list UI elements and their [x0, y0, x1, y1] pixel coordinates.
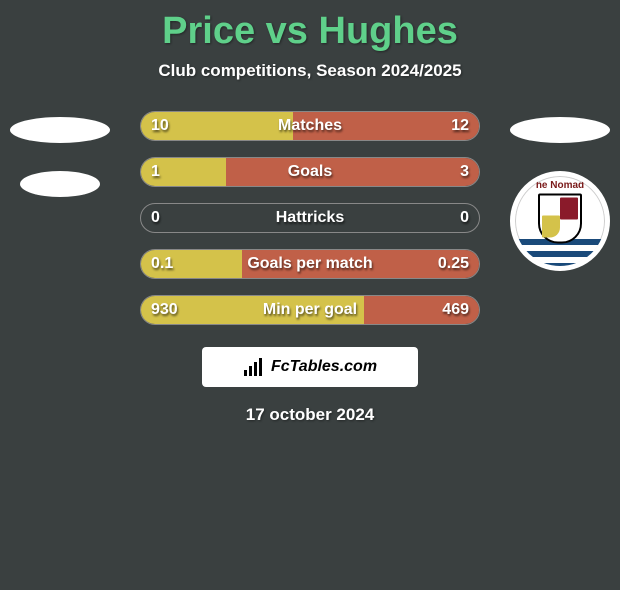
badge-shield-icon: [538, 194, 582, 244]
subtitle: Club competitions, Season 2024/2025: [0, 61, 620, 81]
stat-value-left: 10: [141, 112, 179, 140]
date-label: 17 october 2024: [0, 405, 620, 425]
stat-value-right: 0: [450, 204, 479, 232]
page-title: Price vs Hughes: [0, 10, 620, 53]
stat-label: Hattricks: [141, 204, 479, 232]
stat-row: Matches10 12: [140, 111, 480, 141]
site-logo[interactable]: FcTables.com: [202, 347, 418, 387]
player-left-avatar: [10, 111, 110, 211]
stat-value-left: 1: [141, 158, 170, 186]
avatar-shape: [10, 117, 110, 143]
stat-row: Goals per match0.10.25: [140, 249, 480, 279]
stat-value-left: 0.1: [141, 250, 183, 278]
comparison-content: he Nomad Matches10 12 Goals1 3 Hattricks0 0 Go…: [0, 111, 620, 325]
stat-value-right: 3: [450, 158, 479, 186]
stat-row: Goals1 3: [140, 157, 480, 187]
bar-chart-icon: [243, 358, 265, 376]
stat-value-left: 0: [141, 204, 170, 232]
club-badge: he Nomad: [510, 171, 610, 271]
avatar-shape: [510, 117, 610, 143]
stat-value-right: 0.25: [428, 250, 479, 278]
stat-label: Matches: [141, 112, 479, 140]
stat-row: Hattricks0 0: [140, 203, 480, 233]
stats-bars: Matches1012Goals13Hattricks00Goals per m…: [140, 111, 480, 325]
stat-row: Min per goal930 469: [140, 295, 480, 325]
stat-value-right: 469: [432, 296, 479, 324]
stat-value-left: 930: [141, 296, 188, 324]
avatar-shape: [20, 171, 100, 197]
stat-label: Min per goal: [141, 296, 479, 324]
badge-banner-text: he Nomad: [515, 180, 605, 191]
stat-value-right: 12: [441, 112, 479, 140]
stat-label: Goals: [141, 158, 479, 186]
logo-text: FcTables.com: [271, 358, 377, 376]
